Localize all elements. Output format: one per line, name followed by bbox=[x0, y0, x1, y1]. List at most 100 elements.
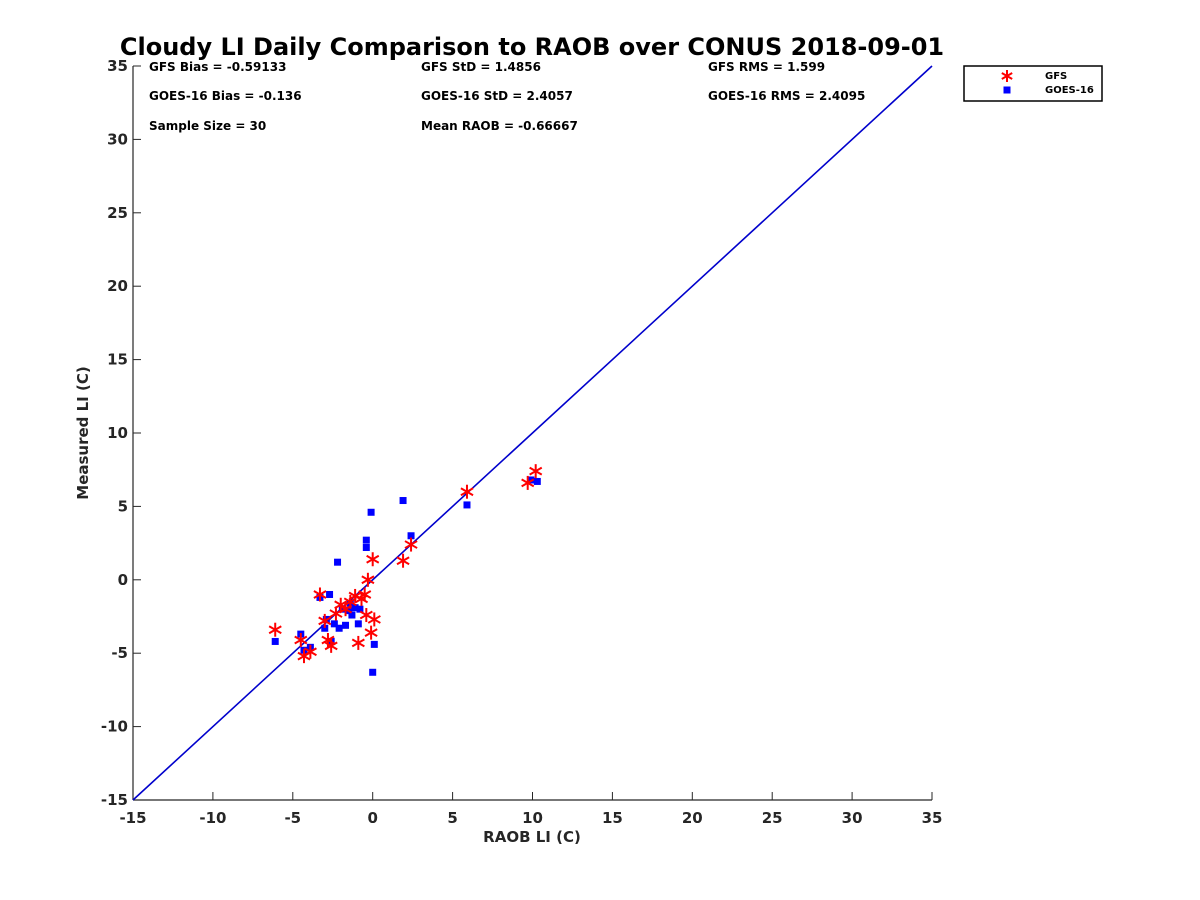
x-tick-label: 10 bbox=[522, 809, 543, 827]
asterisk-stroke bbox=[348, 591, 362, 601]
gfs-point bbox=[303, 644, 317, 659]
legend-goes16-marker bbox=[1003, 86, 1011, 94]
y-tick-label: 20 bbox=[107, 277, 128, 295]
legend-label: GFS bbox=[1045, 71, 1067, 82]
goes16-point bbox=[271, 637, 279, 645]
x-tick-label: 20 bbox=[682, 809, 703, 827]
y-tick-label: -10 bbox=[101, 718, 128, 736]
y-tick-label: -5 bbox=[111, 644, 128, 662]
y-tick-label: 15 bbox=[107, 351, 128, 369]
stat-value: Mean RAOB = -0.66667 bbox=[421, 119, 578, 133]
asterisk-stroke bbox=[521, 478, 535, 488]
x-tick-label: 15 bbox=[602, 809, 623, 827]
x-tick-label: 30 bbox=[842, 809, 863, 827]
plot-area: -15 -10 -5 0 5 10 15 20 25 30 35 -15 -10 -5 0 5 10 15 20 25… bbox=[101, 57, 943, 827]
asterisk-stroke bbox=[303, 647, 317, 657]
stat-value: GFS RMS = 1.599 bbox=[708, 60, 825, 74]
goes16-point bbox=[399, 497, 407, 505]
x-tick-label: 35 bbox=[922, 809, 943, 827]
legend-gfs-marker bbox=[1001, 70, 1013, 82]
asterisk-stroke bbox=[366, 554, 380, 564]
x-tick-label: 0 bbox=[367, 809, 377, 827]
series-goes-16 bbox=[271, 476, 541, 676]
gfs-point bbox=[313, 587, 327, 602]
stat-value: GFS StD = 1.4856 bbox=[421, 60, 541, 74]
goes16-point bbox=[362, 544, 370, 552]
y-tick-label: 5 bbox=[118, 497, 128, 515]
asterisk-stroke bbox=[324, 641, 338, 651]
asterisk-stroke bbox=[1001, 72, 1013, 80]
legend: GFS GOES-16 bbox=[963, 65, 1103, 102]
goes16-point bbox=[342, 621, 350, 629]
asterisk-stroke bbox=[351, 638, 365, 648]
goes16-point bbox=[321, 624, 329, 632]
goes16-point bbox=[362, 536, 370, 544]
asterisk-stroke bbox=[367, 615, 381, 624]
y-tick-label: 25 bbox=[107, 204, 128, 222]
y-tick-label: 30 bbox=[107, 130, 128, 148]
asterisk-stroke bbox=[268, 625, 282, 635]
goes16-point bbox=[326, 590, 334, 598]
y-tick-label: 35 bbox=[107, 57, 128, 75]
goes16-point bbox=[330, 620, 338, 628]
gfs-point bbox=[521, 475, 535, 490]
gfs-point bbox=[358, 587, 372, 602]
stat-value: Sample Size = 30 bbox=[149, 119, 266, 133]
chart-title: Cloudy LI Daily Comparison to RAOB over … bbox=[120, 33, 944, 61]
goes16-point bbox=[351, 604, 359, 612]
gfs-point bbox=[324, 638, 338, 653]
gfs-point bbox=[396, 553, 410, 568]
goes16-point bbox=[334, 558, 342, 566]
goes16-point bbox=[348, 611, 356, 619]
asterisk-stroke bbox=[318, 616, 332, 626]
goes16-point bbox=[463, 501, 471, 509]
x-tick-label: -5 bbox=[284, 809, 301, 827]
gfs-point bbox=[364, 625, 378, 640]
gfs-point bbox=[404, 537, 418, 552]
asterisk-stroke bbox=[460, 487, 474, 497]
goes16-point bbox=[335, 624, 343, 632]
stat-value: GFS Bias = -0.59133 bbox=[149, 60, 286, 74]
gfs-point bbox=[318, 613, 332, 628]
x-tick-label: 5 bbox=[447, 809, 457, 827]
gfs-point bbox=[366, 552, 380, 567]
gfs-point bbox=[367, 612, 381, 627]
goes16-point bbox=[370, 640, 378, 648]
asterisk-stroke bbox=[321, 635, 335, 645]
stat-value: GOES-16 RMS = 2.4095 bbox=[708, 89, 865, 103]
gfs-point bbox=[294, 632, 308, 647]
x-axis-label: RAOB LI (C) bbox=[483, 828, 581, 846]
gfs-point bbox=[268, 622, 282, 637]
x-tick-label: -10 bbox=[199, 809, 226, 827]
gfs-point bbox=[351, 635, 365, 650]
x-tick-label: -15 bbox=[119, 809, 146, 827]
one-to-one-line bbox=[132, 65, 933, 801]
legend-label: GOES-16 bbox=[1045, 85, 1094, 96]
y-tick-label: 10 bbox=[107, 424, 128, 442]
y-axis-label: Measured LI (C) bbox=[74, 366, 92, 499]
x-tick-label: 25 bbox=[762, 809, 783, 827]
asterisk-stroke bbox=[529, 466, 543, 476]
y-tick-label: -15 bbox=[101, 791, 128, 809]
stat-value: GOES-16 Bias = -0.136 bbox=[149, 89, 302, 103]
asterisk-stroke bbox=[358, 590, 372, 599]
y-tick-label: 0 bbox=[118, 571, 128, 589]
asterisk-stroke bbox=[364, 628, 378, 638]
asterisk-stroke bbox=[404, 540, 418, 549]
asterisk-stroke bbox=[359, 610, 373, 620]
series-gfs bbox=[268, 464, 543, 664]
stats-box: GFS Bias = -0.59133 GFS StD = 1.4856 GFS R… bbox=[149, 60, 865, 133]
goes16-point bbox=[338, 605, 346, 613]
asterisk-stroke bbox=[361, 575, 375, 585]
gfs-point bbox=[529, 464, 543, 479]
goes16-point bbox=[367, 508, 375, 516]
asterisk-stroke bbox=[294, 635, 308, 645]
legend-box bbox=[963, 65, 1103, 102]
gfs-point bbox=[460, 484, 474, 499]
goes16-point bbox=[356, 605, 364, 613]
asterisk-stroke bbox=[396, 556, 410, 566]
stat-value: GOES-16 StD = 2.4057 bbox=[421, 89, 573, 103]
goes16-point bbox=[407, 532, 415, 540]
gfs-point bbox=[361, 572, 375, 587]
